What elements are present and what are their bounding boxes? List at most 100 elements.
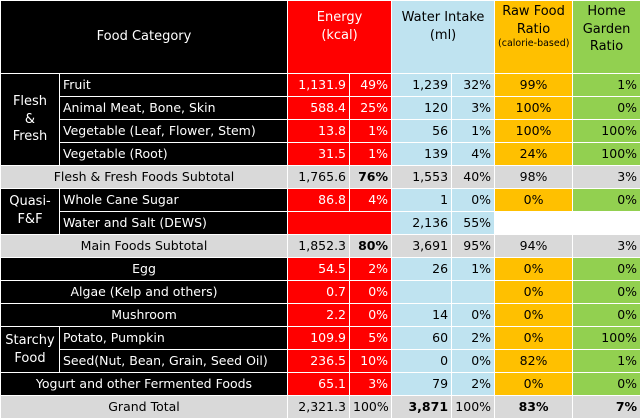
- water-value: 139: [392, 143, 452, 166]
- table-row: Yogurt and other Fermented Foods 65.1 3%…: [1, 373, 640, 396]
- raw-food-ratio: 0%: [495, 189, 573, 212]
- energy-value: 1,852.3: [288, 235, 350, 258]
- energy-value: 86.8: [288, 189, 350, 212]
- water-value: 1: [392, 189, 452, 212]
- energy-percent: 1%: [350, 143, 392, 166]
- row-name: Egg: [1, 258, 288, 281]
- table-row: Water and Salt (DEWS) 2,136 55%: [1, 212, 640, 235]
- energy-value: 2.2: [288, 304, 350, 327]
- water-percent: 32%: [452, 74, 495, 97]
- row-name: Flesh & Fresh Foods Subtotal: [1, 166, 288, 189]
- group-label-flesh-fresh: Flesh & Fresh: [1, 74, 60, 166]
- table-row: Vegetable (Leaf, Flower, Stem) 13.8 1% 5…: [1, 120, 640, 143]
- row-name: Seed(Nut, Bean, Grain, Seed Oil): [60, 350, 288, 373]
- water-value: 3,871: [392, 396, 452, 419]
- home-garden-ratio: 100%: [573, 143, 640, 166]
- energy-value: 588.4: [288, 97, 350, 120]
- subtotal-row: Main Foods Subtotal 1,852.3 80% 3,691 95…: [1, 235, 640, 258]
- water-percent: 3%: [452, 97, 495, 120]
- energy-value: 13.8: [288, 120, 350, 143]
- home-garden-ratio: 1%: [573, 74, 640, 97]
- row-name: Mushroom: [1, 304, 288, 327]
- subtotal-row: Flesh & Fresh Foods Subtotal 1,765.6 76%…: [1, 166, 640, 189]
- header-home-garden-ratio: Home Garden Ratio: [573, 1, 640, 74]
- home-garden-ratio: 0%: [573, 258, 640, 281]
- energy-percent: 80%: [350, 235, 392, 258]
- header-raw-food-ratio-title: Raw Food Ratio: [498, 3, 569, 38]
- water-percent: 100%: [452, 396, 495, 419]
- raw-food-ratio: 98%: [495, 166, 573, 189]
- water-value: 60: [392, 327, 452, 350]
- home-garden-ratio: 3%: [573, 235, 640, 258]
- home-garden-ratio: 3%: [573, 166, 640, 189]
- row-name: Main Foods Subtotal: [1, 235, 288, 258]
- row-name: Algae (Kelp and others): [1, 281, 288, 304]
- energy-percent: 100%: [350, 396, 392, 419]
- water-percent: 55%: [452, 212, 495, 235]
- raw-food-ratio: 100%: [495, 120, 573, 143]
- raw-food-ratio: 0%: [495, 304, 573, 327]
- home-garden-ratio: 100%: [573, 327, 640, 350]
- home-garden-ratio: 100%: [573, 120, 640, 143]
- home-garden-ratio: 0%: [573, 304, 640, 327]
- raw-food-ratio: 94%: [495, 235, 573, 258]
- raw-food-ratio: 100%: [495, 97, 573, 120]
- water-percent: 1%: [452, 258, 495, 281]
- table-row: Algae (Kelp and others) 0.7 0% 0% 0%: [1, 281, 640, 304]
- header-row: Food Category Energy (kcal) Water Intake…: [1, 1, 640, 74]
- raw-food-ratio: 82%: [495, 350, 573, 373]
- water-value: 26: [392, 258, 452, 281]
- header-raw-food-ratio-subtitle: (calorie-based): [498, 38, 569, 51]
- row-name: Water and Salt (DEWS): [60, 212, 288, 235]
- table-row: Flesh & Fresh Fruit 1,131.9 49% 1,239 32…: [1, 74, 640, 97]
- row-name: Vegetable (Root): [60, 143, 288, 166]
- header-food-category: Food Category: [1, 1, 288, 74]
- water-percent: 1%: [452, 120, 495, 143]
- water-value: 56: [392, 120, 452, 143]
- row-name: Yogurt and other Fermented Foods: [1, 373, 288, 396]
- raw-food-ratio: 83%: [495, 396, 573, 419]
- energy-percent: 2%: [350, 258, 392, 281]
- water-value: 2,136: [392, 212, 452, 235]
- raw-food-ratio: 24%: [495, 143, 573, 166]
- raw-food-ratio: 99%: [495, 74, 573, 97]
- water-value: 120: [392, 97, 452, 120]
- water-percent: 2%: [452, 327, 495, 350]
- water-value: 14: [392, 304, 452, 327]
- group-label-quasi-ff: Quasi- F&F: [1, 189, 60, 235]
- water-percent: [452, 281, 495, 304]
- energy-value: 31.5: [288, 143, 350, 166]
- table-row: Egg 54.5 2% 26 1% 0% 0%: [1, 258, 640, 281]
- header-energy: Energy (kcal): [288, 1, 392, 74]
- energy-percent: 3%: [350, 373, 392, 396]
- energy-empty-cell: [288, 212, 392, 235]
- energy-percent: 76%: [350, 166, 392, 189]
- home-garden-ratio: 1%: [573, 350, 640, 373]
- water-value: 1,553: [392, 166, 452, 189]
- energy-percent: 0%: [350, 281, 392, 304]
- energy-value: 65.1: [288, 373, 350, 396]
- water-percent: 0%: [452, 189, 495, 212]
- energy-value: 109.9: [288, 327, 350, 350]
- header-water-intake: Water Intake (ml): [392, 1, 495, 74]
- raw-food-ratio: 0%: [495, 373, 573, 396]
- water-percent: 2%: [452, 373, 495, 396]
- row-name: Vegetable (Leaf, Flower, Stem): [60, 120, 288, 143]
- table-row: Animal Meat, Bone, Skin 588.4 25% 120 3%…: [1, 97, 640, 120]
- energy-value: 0.7: [288, 281, 350, 304]
- home-garden-ratio: 0%: [573, 189, 640, 212]
- table-row: Vegetable (Root) 31.5 1% 139 4% 24% 100%: [1, 143, 640, 166]
- water-value: [392, 281, 452, 304]
- raw-food-ratio: 0%: [495, 327, 573, 350]
- group-label-starchy-food: Starchy Food: [1, 327, 60, 373]
- home-garden-ratio: 0%: [573, 97, 640, 120]
- energy-percent: 1%: [350, 120, 392, 143]
- row-name: Potato, Pumpkin: [60, 327, 288, 350]
- energy-value: 1,765.6: [288, 166, 350, 189]
- water-value: 3,691: [392, 235, 452, 258]
- water-value: 79: [392, 373, 452, 396]
- table-row: Seed(Nut, Bean, Grain, Seed Oil) 236.5 1…: [1, 350, 640, 373]
- energy-value: 236.5: [288, 350, 350, 373]
- water-value: 0: [392, 350, 452, 373]
